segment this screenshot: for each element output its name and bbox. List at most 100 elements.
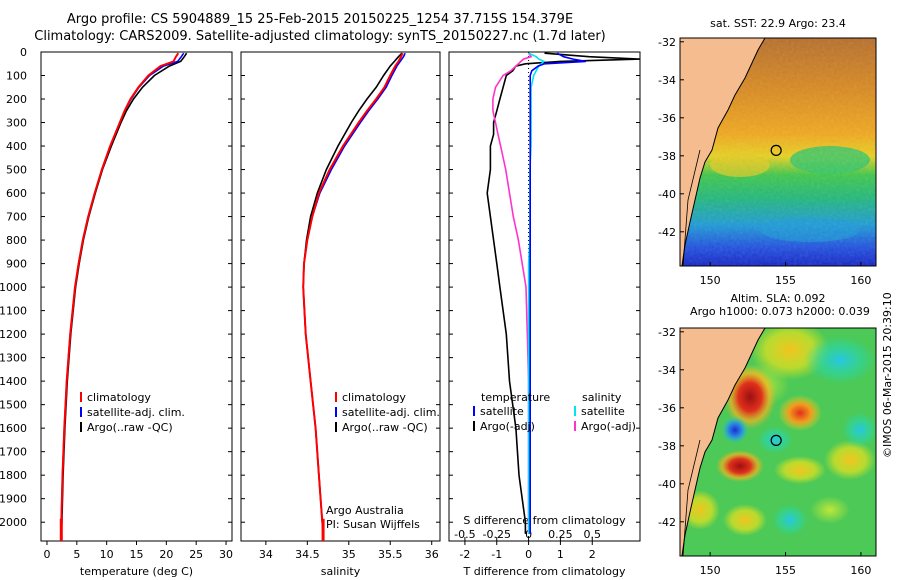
plot-frame-2	[448, 51, 641, 542]
x-tick-label: 0	[43, 548, 50, 561]
salinity-panel: 34 34.5 35 35.5 36 salinity climatology satelli…	[240, 51, 441, 578]
sla-map-title-line1: Altim. SLA: 0.092	[730, 292, 825, 305]
legend-label: Argo(-adj)	[581, 420, 636, 433]
map-x-tick-label: 155	[775, 274, 796, 287]
series-t-argo-adj-	[486, 52, 641, 534]
annotation-line2: PI: Susan Wijffels	[326, 518, 420, 531]
x-tick-label: -1	[491, 548, 502, 561]
legend-right-title: salinity	[582, 391, 622, 404]
y-tick-label: 1700	[0, 446, 27, 459]
temperature-panel: 0100200300400500600700800900100011001200…	[0, 46, 233, 578]
map-y-tick-label: -36	[658, 402, 676, 415]
legend-label: satellite	[581, 405, 625, 418]
sla-map-frame	[679, 327, 877, 557]
x-axis-label: temperature (deg C)	[80, 565, 193, 578]
y-tick-label: 700	[6, 211, 27, 224]
x-tick-label: 36	[425, 548, 439, 561]
y-tick-label: 500	[6, 164, 27, 177]
x-tick-label: 30	[219, 548, 233, 561]
legend-label: climatology	[87, 391, 151, 404]
map-y-tick-label: -38	[658, 440, 676, 453]
top-tick-label: 0.5	[584, 528, 602, 541]
x-tick-label: 10	[100, 548, 114, 561]
map-y-tick-label: -42	[658, 226, 676, 239]
y-tick-label: 1000	[0, 281, 27, 294]
imos-credit: ©IMOS 06-Mar-2015 20:39:10	[881, 292, 894, 458]
legend-label: Argo(..raw -QC)	[87, 421, 173, 434]
y-tick-label: 2000	[0, 516, 27, 529]
legend-label: Argo(..raw -QC)	[342, 421, 428, 434]
series-s-satellite	[527, 52, 546, 534]
y-tick-label: 300	[6, 117, 27, 130]
x-tick-label: 5	[73, 548, 80, 561]
sla-field	[680, 328, 876, 556]
sst-map-panel: sat. SST: 22.9 Argo: 23.4 150 155 160 -32 -3…	[658, 17, 877, 287]
y-tick-label: 1100	[0, 305, 27, 318]
figure-title-line2: Climatology: CARS2009. Satellite-adjuste…	[34, 29, 606, 44]
x-tick-label: 0	[525, 548, 532, 561]
map-x-tick-label: 160	[850, 564, 871, 577]
plot-frame-1	[240, 51, 441, 542]
y-tick-label: 400	[6, 140, 27, 153]
top-axis-label: S difference from climatology	[463, 514, 626, 527]
map-x-tick-label: 155	[775, 564, 796, 577]
sla-argo-marker	[770, 434, 782, 446]
legend-left-title: temperature	[481, 391, 550, 404]
y-tick-label: 200	[6, 93, 27, 106]
annotation-line1: Argo Australia	[326, 504, 404, 517]
x-tick-label: 1	[557, 548, 564, 561]
top-tick-label: 0.25	[548, 528, 573, 541]
y-tick-label: 1600	[0, 422, 27, 435]
map-y-tick-label: -32	[658, 326, 676, 339]
y-tick-label: 1200	[0, 328, 27, 341]
map-y-tick-label: -36	[658, 112, 676, 125]
x-tick-label: 35	[342, 548, 356, 561]
x-tick-label: 35.5	[378, 548, 403, 561]
sla-map-title-line2: Argo h1000: 0.073 h2000: 0.039	[690, 305, 870, 318]
sst-map-frame	[679, 37, 877, 267]
sst-map-axes: 150 155 160 -32 -34 -36 -38 -40 -42	[658, 36, 871, 287]
x-axis-label: salinity	[321, 565, 361, 578]
map-x-tick-label: 160	[850, 274, 871, 287]
x-tick-label: 15	[130, 548, 144, 561]
y-tick-label: 800	[6, 234, 27, 247]
legend-label: climatology	[342, 391, 406, 404]
map-y-tick-label: -40	[658, 188, 676, 201]
map-x-tick-label: 150	[700, 274, 721, 287]
x-tick-label: 34	[259, 548, 273, 561]
difference-panel: -2 -1 0 1 2 T difference from climatology S di…	[448, 51, 641, 578]
map-y-tick-label: -38	[658, 150, 676, 163]
x-tick-label: -2	[459, 548, 470, 561]
plot-frame-0	[40, 51, 233, 542]
sst-field	[680, 38, 876, 266]
y-tick-label: 1800	[0, 469, 27, 482]
top-tick-label: -0.5	[454, 528, 475, 541]
map-x-tick-label: 150	[700, 564, 721, 577]
figure-title-line1: Argo profile: CS 5904889_15 25-Feb-2015 …	[66, 12, 574, 27]
y-tick-label: 1500	[0, 399, 27, 412]
series-climatology	[302, 52, 404, 534]
map-y-tick-label: -34	[658, 364, 676, 377]
map-y-tick-label: -34	[658, 74, 676, 87]
legend-label: Argo(-adj)	[480, 420, 535, 433]
x-tick-label: 20	[159, 548, 173, 561]
y-tick-label: 0	[20, 46, 27, 59]
legend-label: satellite-adj. clim.	[342, 406, 440, 419]
y-tick-label: 100	[6, 70, 27, 83]
x-tick-label: 25	[189, 548, 203, 561]
map-y-tick-label: -42	[658, 516, 676, 529]
y-tick-label: 600	[6, 187, 27, 200]
x-axis-label: T difference from climatology	[463, 565, 626, 578]
sla-map-axes: 150 155 160 -32 -34 -36 -38 -40 -42	[658, 326, 871, 577]
legend-label: satellite	[480, 405, 524, 418]
legend-label: satellite-adj. clim.	[87, 406, 185, 419]
x-tick-label: 34.5	[295, 548, 320, 561]
map-y-tick-label: -40	[658, 478, 676, 491]
x-tick-label: 2	[589, 548, 596, 561]
sst-map-title: sat. SST: 22.9 Argo: 23.4	[710, 17, 846, 30]
y-tick-label: 1900	[0, 493, 27, 506]
series-climatology	[60, 52, 180, 534]
sst-argo-marker	[770, 144, 782, 156]
y-tick-label: 900	[6, 258, 27, 271]
